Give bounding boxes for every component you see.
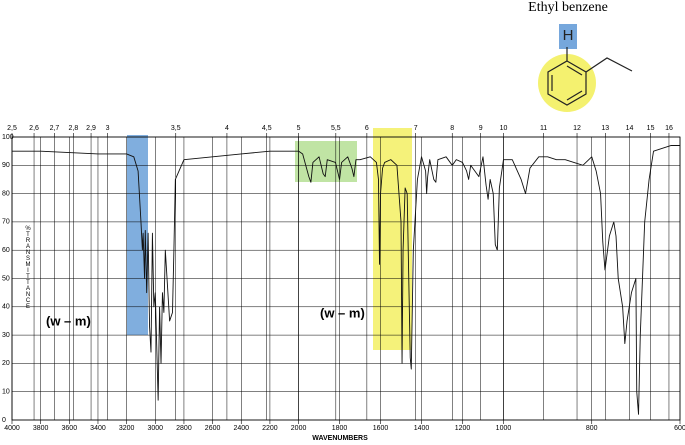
y-tick-label: 100: [2, 134, 14, 141]
plot-frame: [11, 136, 681, 421]
x2-tick-label: 13: [601, 125, 609, 132]
x-tick-label: 800: [586, 425, 598, 432]
y-axis-label: %TRANSMITTANCE: [25, 226, 31, 310]
x2-tick-label: 8: [450, 125, 454, 132]
y-tick-label: 50: [2, 275, 10, 282]
x-tick-label: 2800: [176, 425, 192, 432]
x2-tick-label: 2,5: [7, 125, 17, 132]
x2-tick-label: 5: [297, 125, 301, 132]
x-tick-label: 2200: [262, 425, 278, 432]
x2-tick-label: 3: [106, 125, 110, 132]
highlight-band: [127, 135, 148, 335]
x-tick-label: 2600: [205, 425, 221, 432]
x-tick-label: 1400: [414, 425, 430, 432]
x-tick-label: 2000: [291, 425, 307, 432]
x-axis-label: WAVENUMBERS: [312, 435, 368, 442]
x2-tick-label: 10: [500, 125, 508, 132]
x-tick-label: 1600: [373, 425, 389, 432]
x2-tick-label: 4: [225, 125, 229, 132]
x2-tick-label: 3,5: [171, 125, 181, 132]
y-tick-label: 10: [2, 389, 10, 396]
x-tick-label: 1000: [496, 425, 512, 432]
chart-title: Ethyl benzene: [528, 0, 608, 15]
double-bond: [566, 65, 583, 76]
y-tick-label: 90: [2, 162, 10, 169]
x-tick-label: 3000: [147, 425, 163, 432]
grid: [11, 136, 681, 421]
x2-tick-label: 14: [626, 125, 634, 132]
ethyl-chain: [585, 57, 633, 73]
x2-tick-label: 16: [665, 125, 673, 132]
highlight-box: [559, 24, 577, 49]
x-tick-label: 1200: [455, 425, 471, 432]
molecule: H: [538, 24, 633, 112]
x-tick-label: 1800: [332, 425, 348, 432]
x2-tick-label: 4,5: [262, 125, 272, 132]
x2-tick-label: 2,6: [29, 125, 39, 132]
x2-tick-label: 2,7: [50, 125, 60, 132]
x-tick-label: 600: [674, 425, 685, 432]
x2-tick-label: 5,5: [331, 125, 341, 132]
x2-tick-label: 12: [573, 125, 581, 132]
highlight-circle: [538, 54, 596, 112]
x2-tick-label: 11: [540, 125, 547, 132]
y-tick-label: 20: [2, 360, 10, 367]
annotation: (w – m): [46, 313, 91, 328]
x2-tick-label: 9: [479, 125, 483, 132]
spectrum-line: [12, 145, 680, 415]
x2-tick-label: 2,8: [69, 125, 79, 132]
y-tick-label: 60: [2, 247, 10, 254]
y-tick-label: 0: [2, 417, 6, 424]
atom-label: H: [563, 27, 574, 44]
x-tick-label: 3600: [62, 425, 78, 432]
x-tick-label: 4000: [4, 425, 20, 432]
x2-tick-label: 7: [414, 125, 418, 132]
y-tick-label: 80: [2, 190, 10, 197]
y-tick-label: 70: [2, 219, 10, 226]
annotation: (w – m): [320, 305, 365, 320]
highlight-band: [295, 141, 357, 182]
x2-tick-label: 6: [365, 125, 369, 132]
x-tick-label: 3200: [119, 425, 135, 432]
x-tick-label: 3400: [90, 425, 106, 432]
x2-tick-label: 2,9: [86, 125, 96, 132]
spectrum: [12, 145, 680, 415]
x2-tick-label: 15: [647, 125, 655, 132]
y-tick-label: 40: [2, 304, 10, 311]
x-tick-label: 2400: [233, 425, 249, 432]
x-tick-label: 3800: [33, 425, 49, 432]
double-bond: [566, 90, 583, 101]
y-tick-label: 30: [2, 332, 10, 339]
